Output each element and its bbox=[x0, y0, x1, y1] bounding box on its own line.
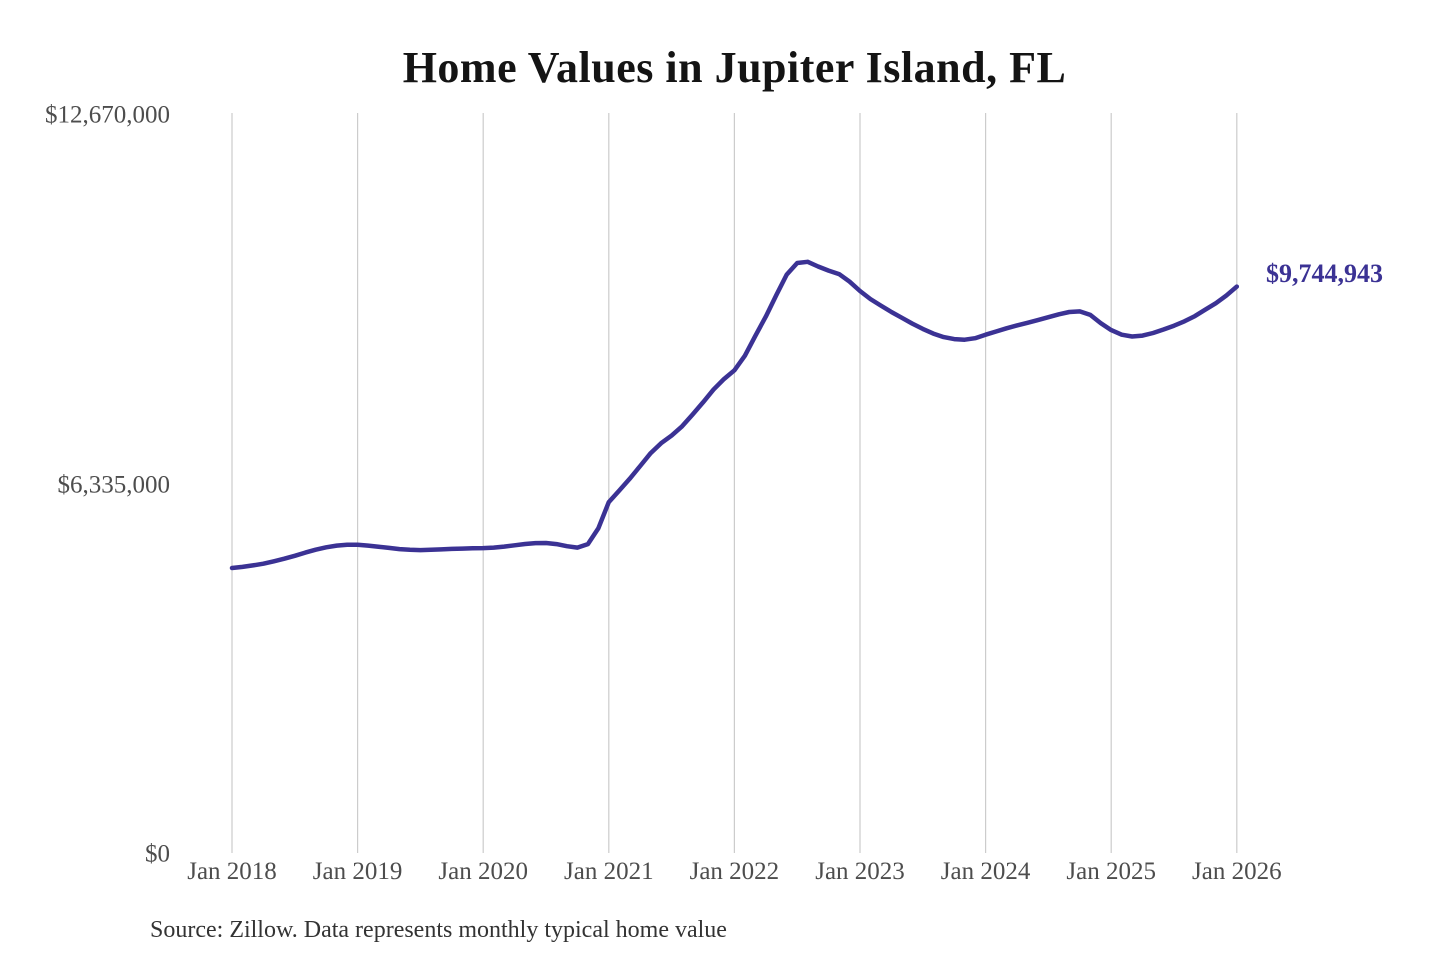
x-tick-label: Jan 2018 bbox=[187, 858, 277, 885]
x-tick-label: Jan 2020 bbox=[438, 858, 528, 885]
chart-title: Home Values in Jupiter Island, FL bbox=[402, 43, 1067, 92]
source-note: Source: Zillow. Data represents monthly … bbox=[150, 917, 727, 943]
x-tick-label: Jan 2026 bbox=[1192, 858, 1282, 885]
x-tick-label: Jan 2019 bbox=[312, 858, 403, 885]
y-tick-label: $0 bbox=[145, 840, 170, 868]
x-tick-label: Jan 2021 bbox=[564, 858, 654, 885]
y-tick-label: $6,335,000 bbox=[57, 470, 171, 498]
x-axis-labels: Jan 2018 Jan 2019 Jan 2020 Jan 2021 Jan 2022… bbox=[0, 858, 1440, 894]
home-value-line bbox=[229, 259, 1240, 571]
x-tick-label: Jan 2024 bbox=[940, 858, 1031, 885]
x-tick-label: Jan 2022 bbox=[689, 858, 780, 885]
x-tick-label: Jan 2025 bbox=[1066, 858, 1156, 885]
x-tick-label: Jan 2023 bbox=[815, 858, 905, 885]
latest-value-label: $9,744,943 bbox=[1266, 258, 1383, 288]
y-tick-label: $12,670,000 bbox=[45, 101, 170, 129]
